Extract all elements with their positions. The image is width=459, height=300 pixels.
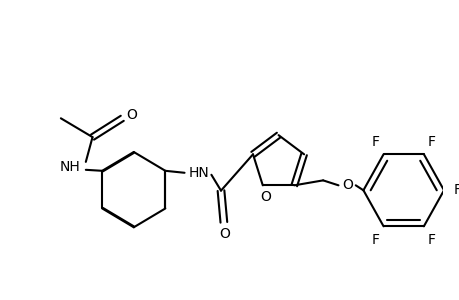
Text: HN: HN [188, 166, 209, 180]
Text: F: F [371, 135, 379, 149]
Text: O: O [260, 190, 270, 204]
Text: F: F [426, 233, 435, 247]
Text: F: F [371, 233, 379, 247]
Text: O: O [126, 108, 137, 122]
Text: F: F [426, 135, 435, 149]
Text: O: O [342, 178, 353, 192]
Text: F: F [453, 183, 459, 197]
Text: NH: NH [60, 160, 81, 174]
Text: O: O [219, 227, 230, 241]
